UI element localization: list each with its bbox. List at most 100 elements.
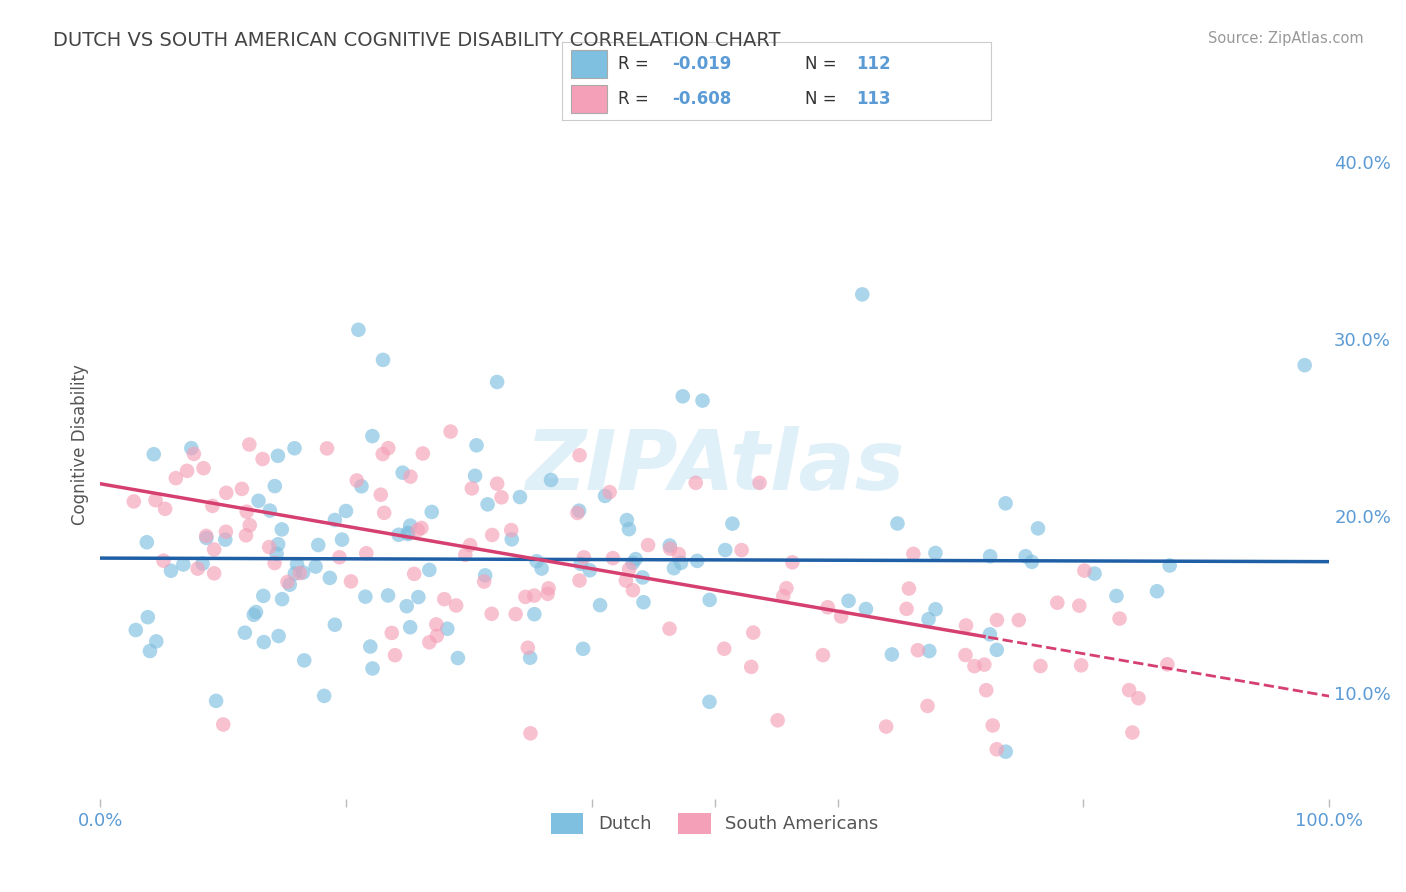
Point bbox=[433, 592, 456, 607]
Point bbox=[1118, 683, 1140, 698]
Point bbox=[963, 659, 986, 673]
Y-axis label: Cognitive Disability: Cognitive Disability bbox=[72, 365, 89, 525]
Point bbox=[1073, 564, 1095, 578]
FancyBboxPatch shape bbox=[571, 50, 607, 78]
Point bbox=[356, 546, 378, 560]
Point bbox=[388, 528, 411, 542]
Point bbox=[233, 625, 256, 640]
Point bbox=[267, 537, 290, 551]
Point bbox=[214, 533, 236, 547]
Point bbox=[1046, 596, 1069, 610]
Point bbox=[714, 543, 737, 558]
Point bbox=[243, 607, 266, 622]
Point bbox=[501, 533, 523, 547]
Point bbox=[319, 571, 342, 585]
Point bbox=[373, 506, 395, 520]
Point bbox=[257, 540, 280, 554]
Point bbox=[637, 538, 659, 552]
Point bbox=[314, 689, 336, 703]
Point bbox=[153, 501, 176, 516]
Point bbox=[616, 513, 638, 527]
Point bbox=[658, 622, 681, 636]
Point bbox=[740, 660, 762, 674]
Point bbox=[955, 618, 977, 632]
Point bbox=[477, 497, 499, 511]
Point bbox=[270, 523, 292, 537]
Point bbox=[346, 474, 368, 488]
Point bbox=[918, 644, 941, 658]
Point bbox=[304, 559, 326, 574]
Point bbox=[537, 587, 560, 601]
Point bbox=[447, 651, 470, 665]
Text: R =: R = bbox=[619, 90, 654, 108]
Point bbox=[474, 568, 496, 582]
Point bbox=[572, 641, 595, 656]
Point bbox=[1026, 521, 1049, 535]
Point bbox=[686, 554, 709, 568]
Point bbox=[359, 640, 381, 654]
Point bbox=[516, 640, 538, 655]
Point bbox=[631, 570, 654, 584]
Point bbox=[195, 531, 218, 545]
Point bbox=[973, 657, 995, 672]
Point bbox=[501, 523, 523, 537]
Point bbox=[924, 546, 946, 560]
Point bbox=[886, 516, 908, 531]
Point bbox=[285, 558, 308, 572]
Point bbox=[1069, 599, 1091, 613]
Point bbox=[231, 482, 253, 496]
Point bbox=[278, 577, 301, 591]
Point bbox=[444, 599, 467, 613]
Point bbox=[817, 600, 839, 615]
Point bbox=[481, 528, 503, 542]
Point bbox=[1156, 657, 1178, 672]
Point bbox=[572, 550, 595, 565]
Point bbox=[266, 547, 288, 561]
Point bbox=[145, 634, 167, 648]
Point bbox=[361, 661, 384, 675]
Point bbox=[519, 650, 541, 665]
Point bbox=[404, 566, 426, 581]
Point bbox=[851, 287, 873, 301]
Point bbox=[335, 504, 357, 518]
Point bbox=[766, 713, 789, 727]
Point bbox=[830, 609, 852, 624]
Point bbox=[328, 550, 350, 565]
Point bbox=[142, 447, 165, 461]
Point bbox=[568, 448, 591, 462]
Point bbox=[180, 441, 202, 455]
Point bbox=[621, 583, 644, 598]
Point bbox=[165, 471, 187, 485]
Point bbox=[1108, 611, 1130, 625]
Point bbox=[436, 622, 458, 636]
Point bbox=[599, 485, 621, 500]
Point bbox=[135, 535, 157, 549]
Point bbox=[730, 543, 752, 558]
Point bbox=[593, 489, 616, 503]
Point bbox=[125, 623, 148, 637]
Point bbox=[395, 599, 418, 614]
Point bbox=[176, 464, 198, 478]
Text: 113: 113 bbox=[856, 90, 891, 108]
Point bbox=[1008, 613, 1031, 627]
Point bbox=[1070, 658, 1092, 673]
Point bbox=[472, 574, 495, 589]
Point bbox=[617, 562, 640, 576]
Point bbox=[903, 547, 925, 561]
Point bbox=[1105, 589, 1128, 603]
Point bbox=[411, 521, 433, 535]
Point bbox=[458, 538, 481, 552]
Point bbox=[323, 513, 346, 527]
Point bbox=[354, 590, 377, 604]
Point bbox=[371, 447, 394, 461]
Text: N =: N = bbox=[804, 90, 842, 108]
Point bbox=[775, 581, 797, 595]
Text: -0.608: -0.608 bbox=[672, 90, 731, 108]
Point bbox=[454, 548, 477, 562]
Point bbox=[391, 466, 413, 480]
Point bbox=[669, 556, 692, 570]
Point bbox=[235, 505, 257, 519]
Text: 112: 112 bbox=[856, 55, 891, 73]
Point bbox=[602, 551, 624, 566]
Point bbox=[515, 590, 537, 604]
